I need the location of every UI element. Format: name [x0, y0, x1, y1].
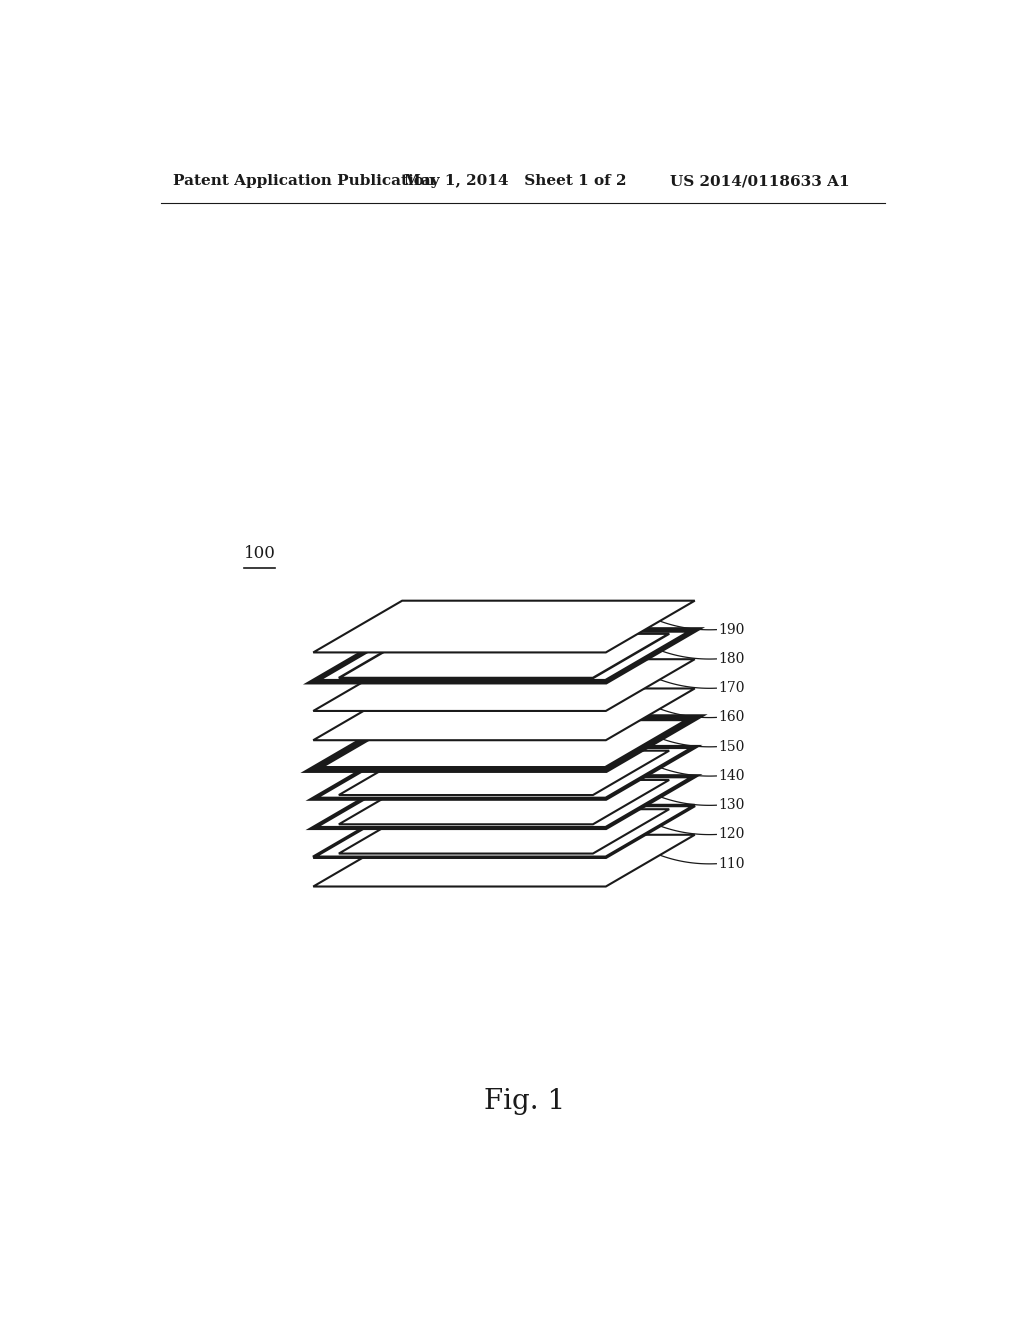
Polygon shape	[313, 718, 694, 770]
Polygon shape	[313, 747, 694, 799]
Polygon shape	[313, 659, 694, 711]
Polygon shape	[313, 776, 694, 828]
Polygon shape	[313, 689, 694, 741]
Text: Patent Application Publication: Patent Application Publication	[173, 174, 435, 189]
Text: 160: 160	[718, 710, 744, 725]
Text: 180: 180	[718, 652, 744, 665]
Polygon shape	[313, 601, 694, 652]
Polygon shape	[313, 834, 694, 887]
Text: May 1, 2014   Sheet 1 of 2: May 1, 2014 Sheet 1 of 2	[403, 174, 627, 189]
Text: US 2014/0118633 A1: US 2014/0118633 A1	[670, 174, 849, 189]
Polygon shape	[313, 630, 694, 681]
Text: 100: 100	[244, 545, 275, 562]
Text: 120: 120	[718, 828, 744, 841]
Text: 150: 150	[718, 739, 744, 754]
Text: Fig. 1: Fig. 1	[484, 1088, 565, 1115]
Text: 190: 190	[718, 623, 744, 636]
Text: 170: 170	[718, 681, 744, 696]
Text: 130: 130	[718, 799, 744, 812]
Text: 140: 140	[718, 770, 744, 783]
Text: 110: 110	[718, 857, 744, 871]
Polygon shape	[313, 805, 694, 857]
